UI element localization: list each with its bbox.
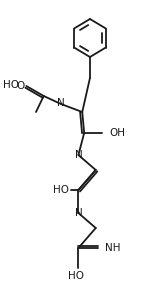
Text: HO: HO <box>3 80 19 90</box>
Text: O: O <box>16 81 25 91</box>
Text: HO: HO <box>53 185 69 195</box>
Text: HO: HO <box>68 271 84 281</box>
Text: OH: OH <box>109 128 125 138</box>
Text: N: N <box>57 98 65 108</box>
Text: NH: NH <box>105 243 121 253</box>
Text: N: N <box>75 150 82 160</box>
Text: N: N <box>75 208 82 218</box>
